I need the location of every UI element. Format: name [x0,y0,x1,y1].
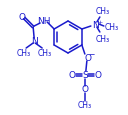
Text: CH₃: CH₃ [105,22,119,31]
Text: N: N [93,20,99,29]
Text: NH: NH [37,17,51,26]
Text: O: O [81,85,88,94]
Text: +: + [97,19,103,24]
Text: O: O [94,71,101,80]
Text: CH₃: CH₃ [78,101,92,110]
Text: −: − [88,50,94,59]
Text: O: O [19,12,26,21]
Text: CH₃: CH₃ [96,7,110,16]
Text: CH₃: CH₃ [38,49,52,58]
Text: O: O [84,54,91,63]
Text: CH₃: CH₃ [96,34,110,43]
Text: N: N [31,37,38,46]
Text: CH₃: CH₃ [17,49,31,58]
Text: S: S [82,71,88,80]
Text: O: O [68,71,75,80]
